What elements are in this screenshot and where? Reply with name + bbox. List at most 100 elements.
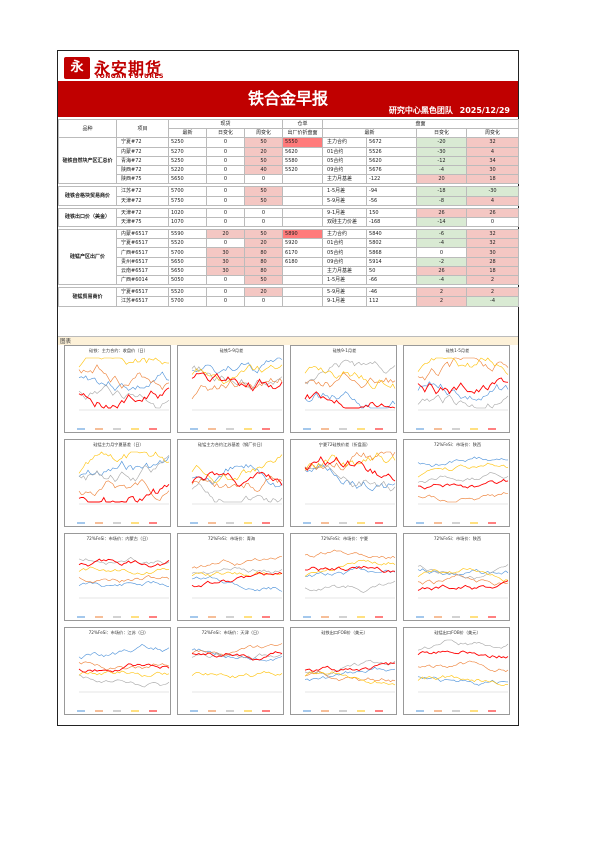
futures-week-change: 32 [466, 229, 520, 240]
chart-series-line [78, 387, 170, 409]
spot-latest: 5050 [168, 274, 207, 286]
futures-week-change: 2 [466, 274, 520, 286]
table-row: 硅锰产区出厂价 内蒙#6517 5590 20 50 5890 主力合约 5840 -6 32 [58, 229, 520, 286]
futures-contract: 1-5月差 [322, 274, 368, 286]
futures-contract: 09合约 [322, 256, 368, 267]
chart-series-line [417, 675, 509, 687]
row-name: 内蒙#6517 [116, 229, 169, 240]
row-name: 陕西#72 [116, 164, 169, 176]
table-row: 陕西#75 5650 0 0 主力月基差 -122 20 18 [59, 174, 520, 185]
chart-series-line [304, 566, 396, 577]
chart-series-line [417, 381, 509, 401]
futures-week-change: 26 [466, 207, 520, 218]
chart-series-line [191, 571, 283, 577]
spot-day-change: 0 [206, 137, 245, 148]
factory-disk: 5550 [282, 137, 324, 148]
futures-contract: 5-9月差 [322, 287, 368, 298]
row-name: 陕西#75 [116, 174, 169, 185]
chart-series-line [417, 574, 509, 586]
spot-latest: 5650 [168, 256, 207, 267]
chart-series-line [304, 359, 396, 385]
chart-series-line [78, 661, 170, 671]
spot-week-change: 50 [243, 155, 284, 166]
chart-series-line [417, 357, 509, 375]
futures-day-change: -18 [416, 186, 468, 197]
row-name: 天津#72 [116, 195, 169, 206]
chart-title: 硅铁：主力合约：收盘价（日） [89, 348, 148, 353]
spot-day-change: 0 [206, 216, 245, 228]
futures-day-change: 26 [416, 265, 468, 277]
chart-plot [77, 357, 170, 430]
spot-week-change: 50 [243, 195, 284, 206]
chart-series-line [191, 556, 283, 569]
spot-week-change: 50 [243, 137, 284, 148]
chart-panel: 宁夏72硅铁价差（折盘面） [290, 439, 397, 527]
table-row: 陕西#72 5220 0 40 5520 09合约 5676 -4 30 [59, 164, 520, 176]
chart-series-line [78, 483, 170, 503]
chart-panel: 硅铁9-1月差 [290, 345, 397, 433]
row-name: 江苏#6517 [116, 296, 169, 307]
spot-week-change: 50 [243, 274, 284, 286]
futures-day-change: -4 [416, 238, 468, 249]
chart-panel: 72%FeSi：市场价：内蒙古（日） [64, 533, 171, 621]
chart-plot [303, 659, 396, 712]
row-name: 天津#75 [116, 216, 169, 228]
chart-series-line [304, 455, 396, 482]
futures-day-change: -12 [416, 155, 468, 166]
futures-latest: 5526 [366, 146, 418, 157]
team-name: 研究中心黑色团队 [388, 106, 453, 115]
futures-latest: 50 [366, 265, 418, 277]
futures-day-change: -4 [416, 274, 468, 286]
yongan-logo-icon: 永 [64, 57, 90, 79]
chart-series-line [304, 662, 396, 673]
graph-section-bar [58, 336, 518, 345]
table-body: 硅铁自然块产区汇总价 宁夏#72 5250 0 50 5550 主力合约 5672 -20 32 内… [58, 137, 520, 307]
futures-contract: 01合约 [322, 146, 368, 157]
chart-title: 72%FeSi：市场价：陕西 [433, 536, 482, 541]
futures-day-change: 0 [416, 247, 468, 258]
futures-contract: 5-9月差 [322, 195, 368, 206]
row-name: 宁夏#6517 [116, 287, 169, 298]
chart-series-line [78, 674, 170, 688]
chart-series-line [78, 581, 170, 587]
chart-panel: 硅锰出口FOB价（美元） [403, 627, 510, 715]
spot-latest: 5700 [168, 296, 207, 307]
chart-title: 72%FeSi：市场价：内蒙古（日） [86, 536, 151, 541]
col-latest: 最新 [168, 128, 207, 139]
chart-plot [303, 451, 396, 524]
chart-series-line [304, 365, 396, 389]
row-name: 江苏#72 [116, 186, 169, 197]
chart-plot [77, 451, 170, 524]
spot-latest: 1070 [168, 216, 207, 228]
chart-series-line [78, 357, 170, 368]
table-row: 宁夏#6517 5520 0 20 5920 01合约 5802 -4 32 [59, 238, 520, 249]
spot-day-change: 0 [206, 274, 245, 286]
futures-contract: 01合约 [322, 238, 368, 249]
spot-day-change: 0 [206, 287, 245, 298]
chart-series-line [304, 372, 396, 389]
futures-contract: 05合约 [322, 247, 368, 258]
chart-series-line [417, 639, 509, 651]
spot-day-change: 0 [206, 146, 245, 157]
chart-series-line [304, 580, 396, 593]
chart-series-line [191, 643, 283, 656]
chart-series-line [417, 650, 509, 659]
col-fut-week: 周变化 [466, 128, 520, 139]
price-table: 品种 项目 现货 仓单 盘面 最新 日变化 周变化 出厂价折盘面 最新 日变化 … [58, 118, 520, 307]
col-fut-day: 日变化 [416, 128, 468, 139]
futures-latest: -168 [366, 216, 418, 228]
factory-disk [282, 174, 324, 185]
chart-series-line [417, 394, 509, 409]
chart-series-line [191, 566, 283, 575]
report-header: 永 永安期货 YONGAN FUTURES 铁合金早报 研究中心黑色团队 202… [58, 51, 518, 117]
futures-week-change: 18 [466, 174, 520, 185]
chart-series-line [78, 575, 170, 584]
chart-series-line [304, 666, 396, 681]
table-row: 硅铁自然块产区汇总价 宁夏#72 5250 0 50 5550 主力合约 5672 -20 32 [58, 137, 520, 185]
chart-series-line [191, 475, 283, 492]
spot-day-change: 0 [206, 238, 245, 249]
chart-plot [416, 357, 509, 430]
chart-series-line [417, 564, 509, 580]
table-row: 天津#72 5750 0 50 5-9月差 -56 -8 4 [59, 195, 520, 206]
chart-plot [416, 564, 509, 618]
